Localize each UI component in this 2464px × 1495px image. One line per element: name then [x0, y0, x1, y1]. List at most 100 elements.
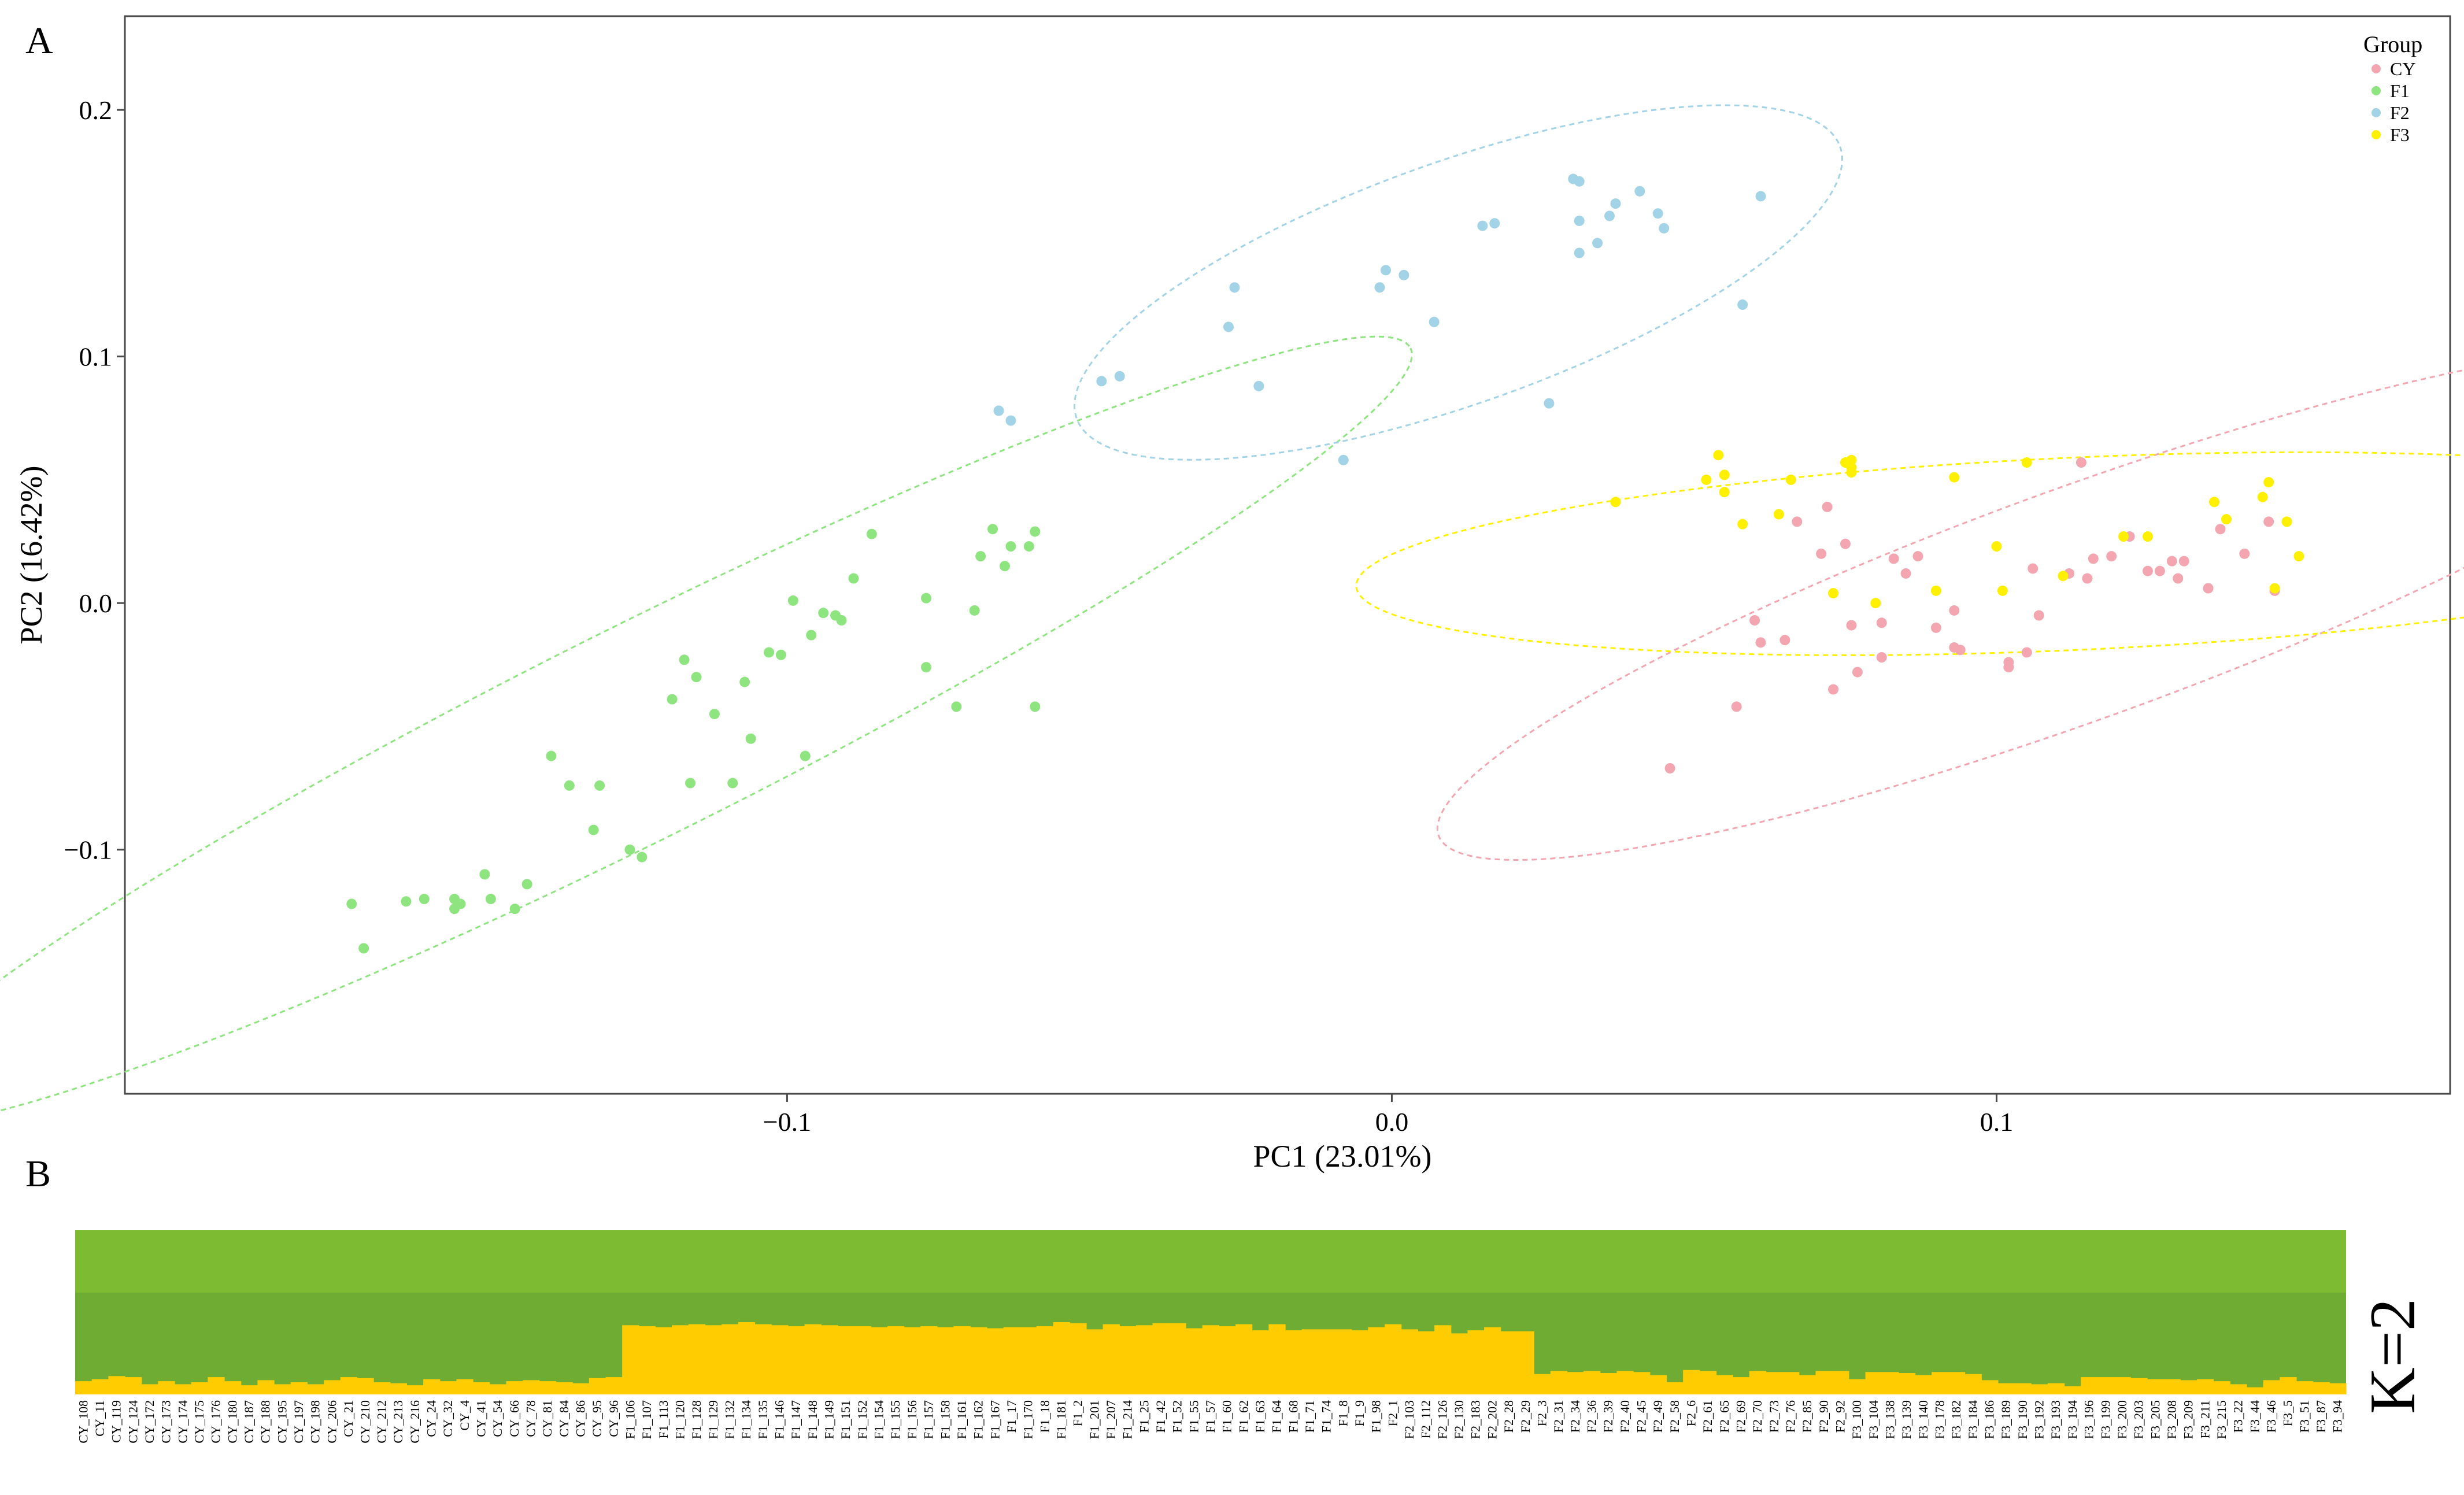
sample-label-F1_214: F1_214 [1120, 1400, 1135, 1439]
bar-CY_4 [456, 1379, 473, 1394]
bar-F2_130 [1451, 1333, 1468, 1394]
sample-label-CY_32: CY_32 [441, 1400, 455, 1437]
sample-label-F1_129: F1_129 [706, 1400, 720, 1439]
point-f1-21 [709, 709, 720, 720]
sample-label-F2_29: F2_29 [1518, 1400, 1533, 1433]
point-f2-12 [1477, 220, 1488, 231]
point-f2-2 [1096, 376, 1107, 387]
point-cy-29 [1846, 620, 1857, 631]
point-cy-37 [1779, 635, 1790, 646]
sample-label-F3_200: F3_200 [2115, 1400, 2129, 1439]
point-cy-35 [2215, 524, 2226, 535]
point-f1-34 [866, 528, 877, 539]
sample-label-F1_156: F1_156 [905, 1400, 919, 1439]
bar-F2_202 [1484, 1327, 1501, 1394]
sample-label-F3_208: F3_208 [2165, 1400, 2179, 1439]
point-f1-33 [848, 573, 859, 584]
sample-label-CY_84: CY_84 [557, 1400, 571, 1437]
bar-CY_198 [307, 1384, 324, 1394]
bar-F1_152 [854, 1326, 871, 1394]
point-cy-0 [2075, 457, 2086, 468]
sample-label-F1_161: F1_161 [954, 1400, 969, 1439]
sample-label-CY_96: CY_96 [606, 1400, 621, 1437]
sample-label-F3_194: F3_194 [2065, 1400, 2080, 1439]
bar-F3_192 [2031, 1384, 2048, 1394]
point-cy-26 [2082, 573, 2093, 584]
bar-F3_182 [1948, 1372, 1966, 1394]
point-f3-1 [1701, 474, 1712, 485]
bar-F2_103 [1401, 1329, 1418, 1394]
point-cy-11 [1930, 622, 1941, 633]
sample-label-F2_6: F2_6 [1684, 1400, 1698, 1426]
point-f3-27 [2281, 516, 2292, 527]
point-cy-21 [2173, 573, 2184, 584]
point-f3-21 [2142, 531, 2153, 542]
sample-label-F2_58: F2_58 [1667, 1400, 1682, 1433]
point-f2-16 [1574, 176, 1585, 187]
point-f1-12 [564, 780, 575, 791]
bar-F1_113 [655, 1327, 672, 1394]
bar-F3_87 [2313, 1382, 2330, 1394]
bar-F2_3 [1534, 1374, 1551, 1394]
sample-label-F2_36: F2_36 [1584, 1400, 1599, 1433]
sample-label-F3_189: F3_189 [1999, 1400, 2013, 1439]
sample-label-F1_9: F1_9 [1352, 1400, 1367, 1426]
point-f2-8 [1374, 282, 1385, 293]
sample-label-F2_45: F2_45 [1634, 1400, 1648, 1433]
point-f2-6 [1253, 380, 1264, 391]
point-cy-17 [1949, 642, 1960, 653]
sample-label-CY_216: CY_216 [408, 1400, 422, 1444]
bar-CY_187 [241, 1385, 258, 1394]
bar-F3_5 [2280, 1377, 2297, 1394]
bar-F1_162 [970, 1327, 987, 1394]
sample-label-F1_42: F1_42 [1153, 1400, 1168, 1433]
point-f2-0 [993, 405, 1004, 416]
point-f3-24 [2257, 491, 2268, 502]
point-f1-15 [624, 844, 635, 855]
bar-CY_175 [191, 1382, 208, 1394]
sample-label-CY_54: CY_54 [490, 1400, 505, 1437]
sample-label-CY_4: CY_4 [457, 1400, 472, 1431]
point-f1-41 [999, 561, 1010, 572]
sample-label-F1_98: F1_98 [1369, 1400, 1383, 1433]
point-cy-38 [1749, 615, 1760, 626]
bar-F2_92 [1832, 1371, 1849, 1394]
bar-CY_96 [605, 1377, 623, 1394]
sample-label-F1_25: F1_25 [1137, 1400, 1151, 1433]
point-cy-10 [1900, 568, 1911, 579]
bar-F2_39 [1600, 1373, 1618, 1394]
point-f2-21 [1610, 198, 1621, 209]
point-f1-22 [727, 778, 738, 789]
sample-label-F3_178: F3_178 [1933, 1400, 1947, 1439]
point-f3-23 [2221, 514, 2232, 525]
bar-F1_8 [1335, 1329, 1352, 1394]
bar-F1_107 [638, 1326, 656, 1394]
point-f2-11 [1429, 316, 1440, 327]
point-cy-27 [2033, 610, 2044, 621]
sample-label-F3_196: F3_196 [2082, 1400, 2096, 1439]
sample-label-CY_197: CY_197 [291, 1400, 306, 1444]
point-f1-20 [691, 672, 702, 683]
legend-marker-f2 [2371, 108, 2381, 117]
point-cy-41 [2142, 565, 2153, 576]
y-tick-label-2: 0.1 [79, 342, 113, 372]
sample-label-F3_139: F3_139 [1899, 1400, 1914, 1439]
bar-F2_85 [1799, 1375, 1816, 1394]
bar-F3_205 [2147, 1379, 2165, 1394]
bar-F3_190 [2014, 1383, 2032, 1394]
point-f2-3 [1114, 371, 1125, 382]
bar-F1_106 [622, 1325, 639, 1394]
sample-label-F1_157: F1_157 [922, 1400, 936, 1439]
point-f1-3 [419, 894, 430, 905]
point-f3-20 [2118, 531, 2129, 542]
bar-CY_21 [340, 1377, 358, 1394]
sample-label-F1_2: F1_2 [1071, 1400, 1085, 1426]
point-f3-28 [2293, 551, 2304, 562]
structure-top-stripe [75, 1230, 2346, 1293]
sample-label-CY_176: CY_176 [209, 1400, 223, 1444]
sample-label-F1_57: F1_57 [1203, 1400, 1218, 1433]
sample-label-F2_3: F2_3 [1534, 1400, 1549, 1426]
sample-label-CY_212: CY_212 [374, 1400, 389, 1444]
bar-F2_69 [1733, 1377, 1750, 1394]
